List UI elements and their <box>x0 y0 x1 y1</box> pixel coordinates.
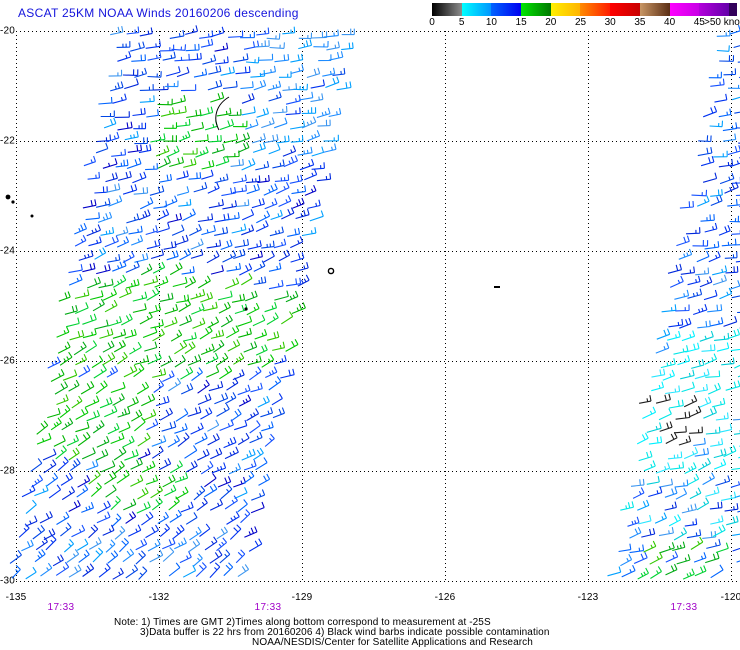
plot-title: ASCAT 25KM NOAA Winds 20160206 descendin… <box>18 6 299 20</box>
legend-segment-25-30 <box>580 3 611 16</box>
legend-tick-label: 15 <box>515 17 527 28</box>
land-mark-arc <box>215 96 230 131</box>
note-line-2: 3)Data buffer is 22 hrs from 20160206 4)… <box>140 627 550 638</box>
legend-tick-label: 35 <box>634 17 646 28</box>
legend-tick-label: 20 <box>545 17 557 28</box>
lat-gridline <box>16 31 740 32</box>
lat-gridline <box>16 361 740 362</box>
wind-speed-legend-bar <box>432 3 737 16</box>
legend-segment-over-50 <box>728 3 737 16</box>
lat-tick-label: -20 <box>0 25 16 37</box>
lon-tick-label: -132 <box>148 592 170 603</box>
lat-tick-label: -28 <box>0 465 16 477</box>
lat-tick-label: -26 <box>0 355 16 367</box>
lon-gridline <box>445 31 446 581</box>
lat-gridline <box>16 141 740 142</box>
lat-tick-label: -24 <box>0 245 16 257</box>
lon-gridline <box>588 31 589 581</box>
land-mark-blob <box>5 194 11 200</box>
note-line-1: Note: 1) Times are GMT 2)Times along bot… <box>114 617 491 628</box>
lat-tick-label: -22 <box>0 135 16 147</box>
legend-tick-label: 25 <box>574 17 587 28</box>
legend-segment-5-10 <box>461 3 492 16</box>
legend-segment-0-5 <box>432 3 462 16</box>
land-mark-blob <box>244 307 248 311</box>
legend-tick-label: 30 <box>604 17 616 28</box>
overpass-time-label: 17:33 <box>47 602 75 613</box>
legend-segment-45-50 <box>699 3 729 16</box>
legend-tick-label: 0 <box>429 17 435 28</box>
lat-gridline <box>16 471 740 472</box>
note-line-3: NOAA/NESDIS/Center for Satellite Applica… <box>252 637 533 648</box>
lat-tick-label: -30 <box>0 575 16 587</box>
legend-segment-35-40 <box>639 3 670 16</box>
overpass-time-label: 17:33 <box>254 602 282 613</box>
legend-segment-15-20 <box>521 3 551 16</box>
legend-tick-label: 45 <box>693 17 705 28</box>
land-mark-blob <box>30 214 34 218</box>
lon-tick-label: -129 <box>291 592 313 603</box>
legend-segment-10-15 <box>491 3 522 16</box>
lat-gridline <box>16 581 740 582</box>
overpass-time-label: 17:33 <box>670 602 698 613</box>
lat-gridline <box>16 251 740 252</box>
lon-gridline <box>731 31 732 581</box>
legend-unit-label: >50 knots <box>704 17 740 28</box>
land-mark-ring <box>327 267 335 275</box>
legend-segment-40-45 <box>669 3 700 16</box>
legend-tick-label: 10 <box>485 17 497 28</box>
lon-tick-label: -126 <box>434 592 456 603</box>
legend-tick-label: 40 <box>664 17 676 28</box>
lon-gridline <box>16 31 17 581</box>
legend-segment-20-25 <box>550 3 581 16</box>
legend-segment-30-35 <box>610 3 640 16</box>
lon-gridline <box>302 31 303 581</box>
land-mark-blob <box>11 200 15 204</box>
legend-tick-label: 5 <box>458 17 465 28</box>
lon-tick-label: -120 <box>720 592 740 603</box>
wind-barb-layer-left <box>9 25 355 580</box>
land-mark-dash <box>494 286 500 288</box>
wind-barb-layer-right <box>607 24 740 580</box>
land-marks <box>5 96 500 311</box>
lon-tick-label: -123 <box>577 592 599 603</box>
lon-tick-label: -135 <box>5 592 27 603</box>
